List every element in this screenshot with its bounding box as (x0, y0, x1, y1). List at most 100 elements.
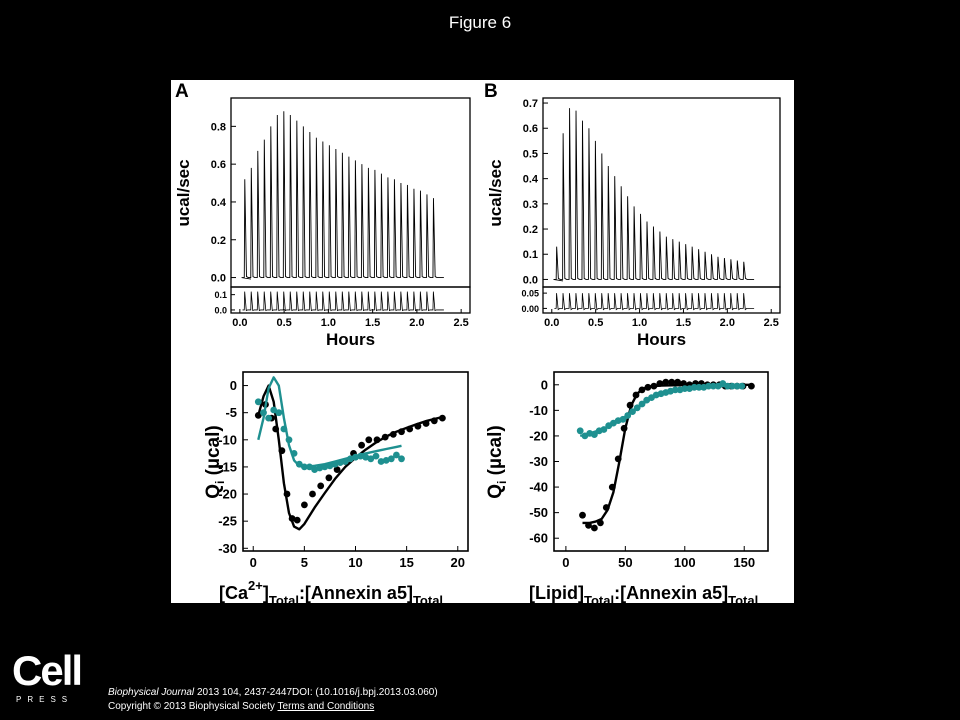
citation-journal: Biophysical Journal (108, 687, 195, 698)
data-point (579, 511, 586, 519)
citation-line: Biophysical Journal 2013 104, 2437-2447D… (108, 686, 438, 700)
data-point (668, 378, 676, 386)
figure-panel: A B 0.0 0.2 0.4 0.6 0.8 ucal/sec 0.0 0.1 0.0 0.5… (171, 80, 794, 603)
x-axis-label-part: Total (728, 593, 758, 603)
y-tick-label: -5 (225, 405, 237, 420)
data-point (638, 386, 646, 394)
panel-label-b: B (484, 81, 498, 102)
data-point (325, 474, 333, 482)
isotherm-frame (242, 371, 469, 552)
data-point (748, 382, 755, 390)
x-tick-label: 0.0 (232, 317, 247, 329)
y-tick-label: 0.0 (211, 273, 226, 285)
data-point (290, 450, 298, 457)
y-axis-label-sub: i (495, 481, 509, 484)
data-point (333, 466, 341, 473)
data-point (633, 404, 641, 412)
data-point (585, 522, 592, 529)
x-axis-label-part: Total (269, 593, 299, 603)
y-axis-label: ucal/sec (174, 159, 193, 226)
data-point (430, 417, 438, 425)
x-tick-label: 0.5 (588, 317, 603, 329)
x-axis-label-part: [Lipid] (529, 583, 584, 603)
x-axis-label-part: Total (413, 593, 443, 603)
data-point (398, 428, 405, 436)
data-point (626, 401, 634, 409)
data-point (650, 382, 658, 390)
copyright-text: Copyright © 2013 Biophysical Society (108, 701, 275, 712)
fit-line (582, 383, 752, 525)
data-point (365, 436, 373, 444)
x-tick-label: 100 (674, 555, 696, 570)
data-point (398, 455, 405, 463)
x-axis-label: [Lipid]Total:[Annexin a5]Total (529, 583, 758, 603)
data-point (285, 436, 293, 444)
y-tick-label: -10 (529, 403, 548, 418)
data-point (624, 412, 632, 419)
data-point (352, 453, 359, 461)
isotherm-a: 0 -5 -10 -15 -20 -25 -30 0 5 10 15 20 Qi (µcal) [Ca2+… (203, 371, 469, 603)
data-point (362, 453, 370, 461)
x-tick-label: 5 (301, 555, 308, 570)
y-axis-label-sub: i (213, 481, 227, 484)
data-point (724, 382, 731, 390)
data-point (278, 447, 286, 455)
x-tick-label: 20 (451, 555, 465, 570)
data-point (295, 460, 303, 468)
y-tick-label: -15 (218, 459, 237, 474)
data-point (709, 382, 717, 390)
x-axis-label-part: 2+ (248, 578, 263, 593)
x-axis-label: Hours (326, 330, 375, 349)
data-point (301, 501, 308, 509)
thermogram-a-inset: 0.0 0.1 0.0 0.5 1.0 1.5 2.0 2.5 Hours (214, 286, 471, 349)
data-point (309, 490, 316, 498)
data-point (347, 455, 354, 463)
inset-y-tick-label: 0.0 (214, 305, 227, 315)
x-axis-label: [Ca2+]Total:[Annexin a5]Total (219, 578, 443, 603)
y-tick-label: -25 (218, 514, 237, 529)
data-point (317, 482, 325, 490)
thermogram-frame (542, 97, 781, 288)
data-point (690, 383, 698, 391)
x-tick-label: 0 (250, 555, 257, 570)
y-tick-label: -40 (529, 480, 548, 495)
data-point (393, 451, 400, 459)
data-point (656, 380, 664, 387)
x-tick-label: 150 (733, 555, 755, 570)
data-point (272, 425, 280, 433)
thermogram-trace (241, 111, 444, 280)
y-tick-label: 0.0 (523, 274, 538, 286)
data-point (644, 383, 652, 391)
x-tick-label: 0.0 (544, 317, 559, 329)
data-point (387, 455, 395, 463)
data-point (671, 386, 679, 394)
y-tick-label: -30 (529, 454, 548, 469)
panel-label-a: A (175, 81, 189, 102)
x-tick-label: 50 (618, 555, 632, 570)
x-tick-label: 1.0 (632, 317, 647, 329)
data-point (602, 504, 610, 511)
x-axis-label-part: ] (263, 583, 269, 603)
figure-svg: A B 0.0 0.2 0.4 0.6 0.8 ucal/sec 0.0 0.1 0.0 0.5… (174, 81, 781, 603)
data-point (681, 385, 689, 392)
thermogram-trace (553, 108, 755, 282)
y-tick-label: -60 (529, 531, 548, 546)
inset-frame (230, 286, 471, 314)
data-point (381, 433, 389, 441)
data-point (619, 415, 627, 423)
x-axis-label-part: Total (584, 593, 614, 603)
data-point (406, 425, 414, 433)
data-point (331, 460, 339, 468)
isotherm-b: 0 -10 -20 -30 -40 -50 -60 0 50 100 150 Qi (µcal) [Li… (485, 371, 769, 603)
terms-link[interactable]: Terms and Conditions (277, 701, 375, 712)
x-axis-label-part: :[Annexin a5] (299, 583, 413, 603)
x-tick-label: 2.0 (409, 317, 424, 329)
inset-trace (554, 293, 755, 311)
x-tick-label: 0 (562, 555, 569, 570)
y-tick-label: 0.2 (211, 235, 226, 247)
data-point (662, 378, 670, 386)
data-point (738, 382, 746, 390)
cell-logo-wordmark: Cell (12, 647, 83, 694)
data-point (600, 426, 608, 433)
data-point (270, 406, 278, 414)
